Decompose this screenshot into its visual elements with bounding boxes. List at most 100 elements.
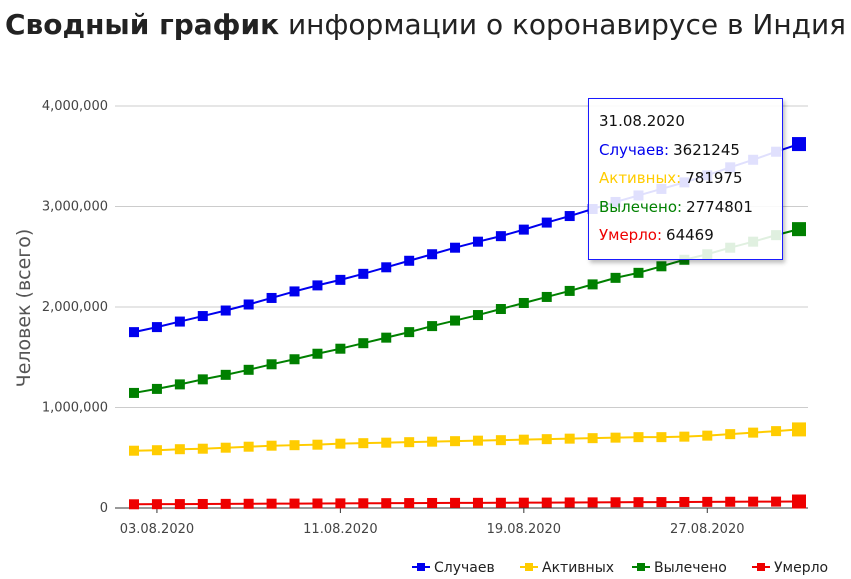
- data-point: [587, 497, 598, 508]
- data-point: [404, 437, 415, 448]
- data-point: [312, 439, 323, 450]
- y-tick-label: 4,000,000: [42, 99, 108, 114]
- x-axis-ticks: 03.08.2020 11.08.2020 19.08.2020 27.08.2020: [120, 508, 744, 537]
- data-point: [450, 436, 461, 447]
- data-point: [220, 369, 231, 380]
- data-point: [335, 274, 346, 285]
- data-point: [358, 268, 369, 279]
- data-point: [220, 305, 231, 316]
- data-point: [289, 286, 300, 297]
- data-point: [633, 432, 644, 443]
- data-point: [404, 255, 415, 266]
- chart-title-bold: Сводный график: [4, 8, 280, 41]
- legend-label: Случаев: [434, 560, 495, 576]
- data-point: [633, 267, 644, 278]
- tooltip: 31.08.2020 Случаев: 3621245 Активных: 7819…: [588, 98, 783, 260]
- data-point: [472, 435, 483, 446]
- data-point: [220, 498, 231, 509]
- legend-marker: [417, 563, 425, 571]
- data-point: [450, 497, 461, 508]
- legend-marker: [637, 563, 645, 571]
- tooltip-value-deaths: 64469: [666, 226, 714, 244]
- data-point: [792, 222, 806, 237]
- data-point: [541, 291, 552, 302]
- legend-label: Активных: [542, 560, 614, 576]
- data-point: [587, 279, 598, 290]
- x-tick-label: 03.08.2020: [120, 522, 194, 537]
- data-point: [427, 321, 438, 332]
- data-point: [312, 280, 323, 291]
- data-point: [381, 262, 392, 273]
- data-point: [725, 429, 736, 440]
- y-tick-label: 0: [100, 501, 108, 516]
- data-point: [243, 498, 254, 509]
- data-point: [174, 444, 185, 455]
- data-point: [197, 498, 208, 509]
- data-point: [610, 272, 621, 283]
- data-point: [243, 441, 254, 452]
- data-point: [312, 498, 323, 509]
- x-tick-label: 27.08.2020: [670, 522, 744, 537]
- data-point: [151, 383, 162, 394]
- data-point: [197, 374, 208, 385]
- data-point: [266, 498, 277, 509]
- legend-label: Вылечено: [654, 560, 727, 576]
- data-point: [381, 437, 392, 448]
- data-point: [197, 311, 208, 322]
- data-point: [472, 497, 483, 508]
- data-point: [404, 327, 415, 338]
- data-point: [495, 231, 506, 242]
- data-point: [335, 498, 346, 509]
- y-tick-label: 1,000,000: [42, 401, 108, 416]
- data-point: [266, 359, 277, 370]
- tooltip-row-deaths: Умерло: 64469: [599, 225, 772, 254]
- data-point: [541, 434, 552, 445]
- data-point: [427, 436, 438, 447]
- data-point: [771, 496, 782, 507]
- data-point: [518, 497, 529, 508]
- data-point: [151, 445, 162, 456]
- data-point: [518, 297, 529, 308]
- data-point: [289, 354, 300, 365]
- y-axis-label: Человек (всего): [13, 229, 35, 388]
- legend-label: Умерло: [774, 560, 828, 576]
- data-point: [792, 137, 806, 152]
- data-point: [174, 379, 185, 390]
- data-point: [679, 496, 690, 507]
- data-point: [679, 431, 690, 442]
- data-point: [702, 496, 713, 507]
- tooltip-value-cases: 3621245: [673, 140, 740, 159]
- x-tick-label: 11.08.2020: [303, 522, 377, 537]
- chart-title: Сводный график информации о коронавирусе…: [0, 4, 851, 46]
- data-point: [792, 422, 806, 437]
- data-point: [702, 430, 713, 441]
- data-point: [266, 440, 277, 451]
- tooltip-row-recovered: Вылечено: 2774801: [599, 197, 772, 226]
- tooltip-value-active: 781975: [685, 169, 743, 187]
- data-point: [564, 211, 575, 222]
- tooltip-label-cases: Случаев:: [599, 140, 670, 159]
- data-point: [358, 438, 369, 449]
- data-point: [587, 433, 598, 444]
- data-point: [495, 497, 506, 508]
- data-point: [174, 316, 185, 327]
- data-point: [151, 322, 162, 333]
- data-point: [174, 499, 185, 510]
- data-point: [289, 440, 300, 451]
- data-point: [243, 364, 254, 375]
- data-point: [656, 497, 667, 508]
- data-point: [312, 348, 323, 359]
- data-point: [358, 338, 369, 349]
- data-point: [495, 304, 506, 315]
- tooltip-label-deaths: Умерло:: [599, 226, 663, 244]
- data-point: [427, 497, 438, 508]
- data-point: [564, 285, 575, 296]
- data-point: [335, 438, 346, 449]
- data-point: [335, 343, 346, 354]
- data-point: [541, 217, 552, 228]
- series-3: [129, 494, 806, 510]
- chart-title-rest: информации о коронавирусе в Индия: [279, 8, 847, 41]
- tooltip-label-active: Активных:: [599, 169, 682, 187]
- data-point: [129, 499, 139, 510]
